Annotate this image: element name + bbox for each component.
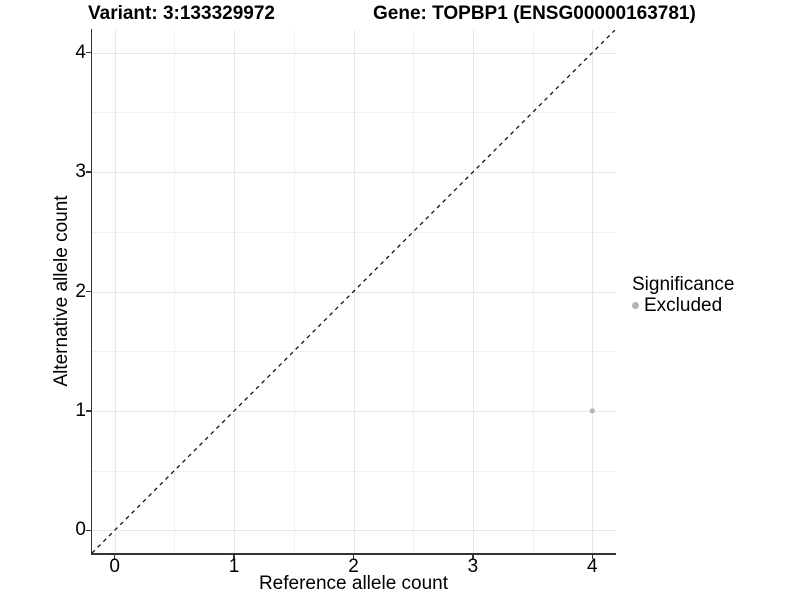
x-tick-mark [352,554,355,559]
legend-entry-excluded: Excluded [630,295,734,316]
x-axis-label: Reference allele count [258,573,449,594]
y-tick-label: 3 [75,161,86,183]
major-gridline-y [92,172,615,174]
x-axis-line [90,553,616,555]
identity-line [92,30,615,553]
x-tick-label: 2 [348,556,359,577]
major-gridline-y [92,530,615,532]
y-tick-mark [85,529,91,532]
x-tick-label: 4 [587,556,598,577]
legend-point-icon [632,302,639,309]
major-gridline-y [92,410,615,412]
y-tick-label: 2 [75,280,86,302]
legend-title: Significance [632,274,735,295]
legend: Significance Excluded [630,274,734,316]
x-tick-mark [591,554,594,559]
data-point [589,408,595,414]
plot-panel [92,30,615,553]
y-axis-line [90,29,92,555]
y-tick-mark [85,290,91,293]
y-tick-mark [85,410,91,412]
gene-title: Gene: TOPBP1 (ENSG00000163781) [373,3,696,24]
y-tick-mark [85,171,91,173]
y-tick-mark [85,51,91,54]
x-tick-label: 3 [467,556,479,577]
y-tick-label: 0 [75,519,86,541]
x-tick-mark [113,554,116,559]
y-tick-label: 1 [75,399,86,421]
major-gridline-y [92,52,615,54]
x-tick-mark [472,554,474,559]
x-tick-label: 0 [109,556,120,577]
plot-canvas [92,30,615,553]
x-tick-label: 1 [228,556,240,577]
y-tick-label: 4 [75,41,86,63]
variant-title: Variant: 3:133329972 [88,3,275,24]
x-tick-mark [233,554,235,559]
legend-entry-label: Excluded [644,295,723,316]
